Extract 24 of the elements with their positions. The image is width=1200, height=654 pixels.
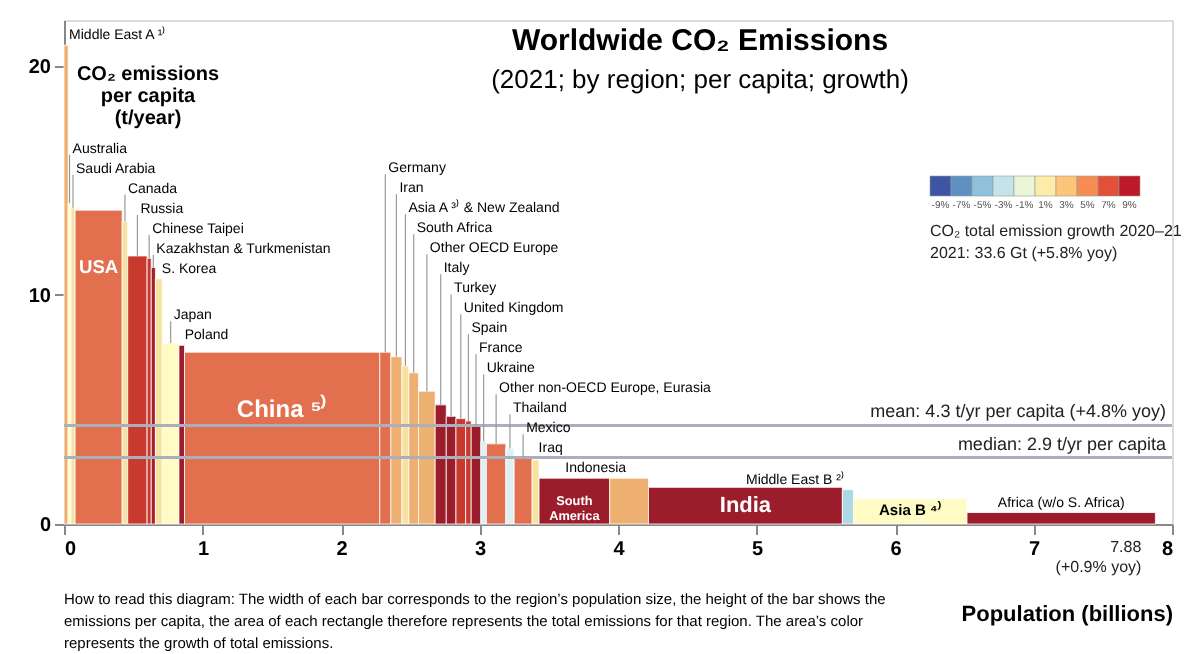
y-tick-label: 10 [28, 285, 52, 308]
x-tick-label: 7 [1028, 539, 1041, 561]
text: (2021; by region; per capita; growth) [491, 64, 909, 94]
y-axis-title: CO₂ emissions per capita (t/year) [76, 64, 220, 130]
ref-line-label: mean: 4.3 t/yr per capita (+4.8% yoy) [870, 401, 1166, 422]
chart-title: Worldwide CO₂ Emissions [511, 24, 889, 58]
annotation: China ⁵⁾ [236, 393, 328, 424]
ref-line-label: median: 2.9 t/yr per capita [957, 433, 1166, 454]
y-tick-label: 0 [39, 515, 52, 537]
annotation: USA [78, 257, 119, 278]
x-tick-label: 0 [65, 539, 77, 561]
color-bar-title: CO₂ total emission growth 2020–21 [930, 222, 1183, 240]
annotation: India [719, 493, 773, 518]
annotation: 2021: 33.6 Gt (+5.8% yoy) [930, 244, 1118, 262]
x-tick-label: 2 [336, 539, 349, 561]
x-tick-label: 1 [197, 539, 210, 561]
x-tick-label: 5 [751, 539, 764, 561]
x-tick-label: 3 [474, 539, 487, 561]
y-tick-label: 20 [28, 56, 52, 79]
annotation: 7.88 (+0.9% yoy) [1055, 538, 1143, 576]
x-axis-title: Population (billions) [961, 603, 1174, 627]
x-tick-label: 4 [613, 539, 626, 561]
x-tick-label: 6 [890, 539, 903, 561]
x-tick-label: 8 [1161, 539, 1174, 561]
